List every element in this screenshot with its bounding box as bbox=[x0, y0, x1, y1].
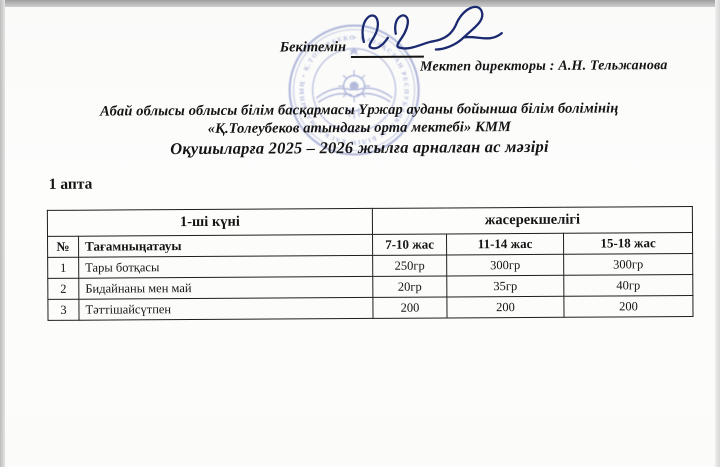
row-number: 3 bbox=[47, 299, 80, 321]
photo-edge-right bbox=[715, 0, 720, 467]
document-heading: Абай облысы облысы білім басқармасы Үржа… bbox=[0, 100, 720, 160]
table-row: 3 Тәттішайсүтпен 200 200 200 bbox=[47, 295, 694, 321]
week-label: 1 апта bbox=[48, 175, 93, 193]
col-header-age-15-18: 15-18 жас bbox=[563, 232, 693, 255]
table-row-group-header: 1-ші күні жасерекшелігі bbox=[47, 206, 693, 237]
col-header-dish-name: Тағамныңатауы bbox=[78, 234, 373, 258]
portion-7-10: 20гр bbox=[372, 275, 447, 298]
portion-7-10: 200 bbox=[372, 296, 448, 319]
director-label: Мектеп директоры : А.Н. Тельжанова bbox=[419, 58, 668, 75]
portion-11-14: 300гр bbox=[446, 254, 564, 276]
col-header-number: № bbox=[47, 236, 79, 258]
dish-name: Бидайнаны мен май bbox=[78, 276, 373, 300]
menu-table: 1-ші күні жасерекшелігі № Тағамныңатауы … bbox=[47, 206, 694, 321]
day-header-cell: 1-ші күні bbox=[47, 208, 373, 237]
heading-line-3: Оқушыларға 2025 – 2026 жылға арналған ас… bbox=[170, 136, 549, 159]
row-number: 2 bbox=[47, 278, 79, 300]
signature-line bbox=[350, 55, 424, 59]
col-header-age-7-10: 7-10 жас bbox=[372, 233, 447, 256]
photo-edge-left bbox=[0, 0, 5, 467]
portion-15-18: 40гр bbox=[563, 274, 693, 297]
dish-name: Тәттішайсүтпен bbox=[78, 297, 374, 321]
approve-label: Бекітемін bbox=[279, 39, 347, 56]
age-header-cell: жасерекшелігі bbox=[372, 206, 693, 235]
photo-edge-top bbox=[0, 0, 720, 7]
portion-15-18: 300гр bbox=[563, 253, 693, 276]
dish-name: Тары ботқасы bbox=[78, 255, 373, 279]
director-signature-ink bbox=[361, 5, 503, 51]
col-header-age-11-14: 11-14 жас bbox=[446, 233, 564, 255]
portion-15-18: 200 bbox=[563, 295, 694, 318]
portion-7-10: 250гр bbox=[372, 254, 447, 277]
portion-11-14: 200 bbox=[446, 296, 565, 318]
portion-11-14: 35гр bbox=[446, 275, 564, 297]
school-stamp-seal-icon: • ҚАЗАҚСТАН РЕСПУБЛИКАСЫ БІЛІМ БАСҚАРМАС… bbox=[288, 24, 420, 156]
row-number: 1 bbox=[47, 257, 79, 279]
